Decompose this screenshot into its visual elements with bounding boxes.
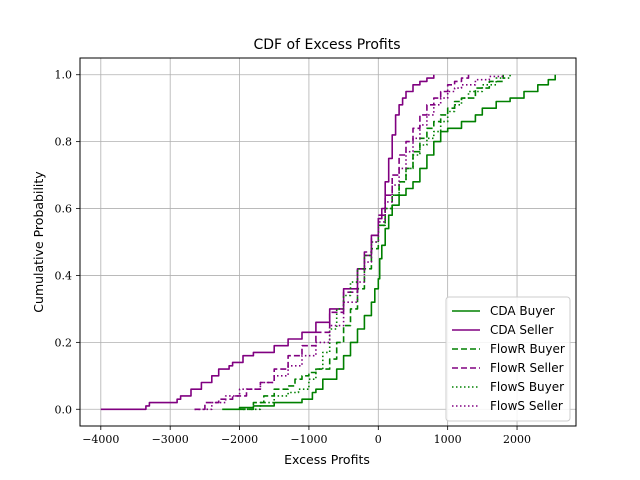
x-axis: −4000 −3000 −2000 −1000 0 1000 2000 <box>82 426 531 446</box>
legend-label-cda-buyer: CDA Buyer <box>490 304 555 318</box>
series-line-flowr-buyer <box>239 74 504 411</box>
x-tick-label: −2000 <box>221 433 258 446</box>
y-tick-label: 0.2 <box>55 336 73 349</box>
x-tick-label: 0 <box>375 433 382 446</box>
y-axis-label: Cumulative Probability <box>31 171 46 313</box>
chart-title: CDF of Excess Profits <box>253 37 400 53</box>
x-tick-label: −1000 <box>290 433 327 446</box>
x-tick-label: −4000 <box>82 433 119 446</box>
legend-box <box>445 296 571 422</box>
y-tick-label: 0.6 <box>55 203 73 216</box>
legend-label-flowr-seller: FlowR Seller <box>490 361 564 375</box>
series-layer <box>100 74 556 411</box>
series-line-cda-seller <box>100 74 435 411</box>
y-tick-label: 0.8 <box>55 136 73 149</box>
y-tick-label: 1.0 <box>55 69 73 82</box>
legend-label-flows-buyer: FlowS Buyer <box>490 380 564 394</box>
x-tick-label: −3000 <box>152 433 189 446</box>
x-axis-label: Excess Profits <box>284 452 370 467</box>
grid <box>80 58 576 426</box>
legend-label-flows-seller: FlowS Seller <box>490 399 563 413</box>
y-tick-label: 0.0 <box>55 403 73 416</box>
legend-label-cda-seller: CDA Seller <box>490 323 553 337</box>
x-tick-label: 2000 <box>503 433 531 446</box>
series-line-flows-seller <box>194 74 504 411</box>
x-tick-label: 1000 <box>434 433 462 446</box>
plot-frame <box>79 57 577 427</box>
legend: CDA Buyer CDA Seller FlowR Buyer FlowR Sell… <box>445 296 571 422</box>
y-tick-label: 0.4 <box>55 269 73 282</box>
series-line-cda-buyer <box>222 74 556 411</box>
y-axis: 0.0 0.2 0.4 0.6 0.8 1.0 <box>55 69 80 416</box>
legend-label-flowr-buyer: FlowR Buyer <box>490 342 565 356</box>
